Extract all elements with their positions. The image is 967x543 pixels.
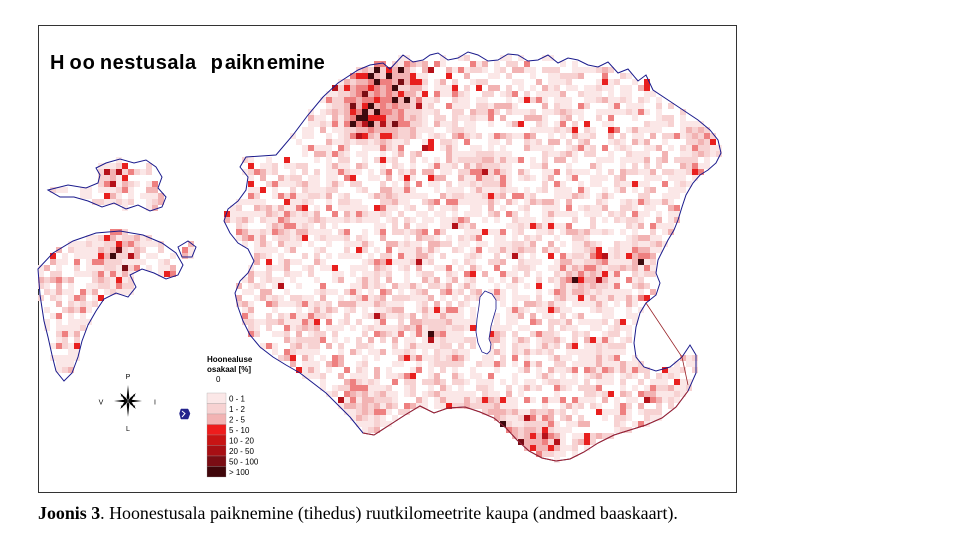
svg-text:osakaal [%]: osakaal [%] bbox=[207, 365, 251, 374]
svg-text:5 - 10: 5 - 10 bbox=[229, 426, 250, 435]
svg-text:0: 0 bbox=[216, 375, 221, 384]
svg-text:I: I bbox=[154, 400, 156, 407]
svg-text:Joonis 3. Hoonestusala paiknem: Joonis 3. Hoonestusala paiknemine (tihed… bbox=[38, 503, 678, 524]
svg-text:1 - 2: 1 - 2 bbox=[229, 405, 246, 414]
svg-text:10 - 20: 10 - 20 bbox=[229, 437, 254, 446]
svg-text:L: L bbox=[126, 426, 130, 433]
svg-text:V: V bbox=[99, 400, 104, 407]
svg-text:0 - 1: 0 - 1 bbox=[229, 395, 246, 404]
svg-text:P: P bbox=[126, 374, 131, 381]
svg-text:20 - 50: 20 - 50 bbox=[229, 447, 254, 456]
svg-text:2 - 5: 2 - 5 bbox=[229, 416, 246, 425]
svg-text:50 - 100: 50 - 100 bbox=[229, 458, 259, 467]
svg-text:> 100: > 100 bbox=[229, 468, 250, 477]
svg-text:Hoonealuse: Hoonealuse bbox=[207, 355, 253, 364]
